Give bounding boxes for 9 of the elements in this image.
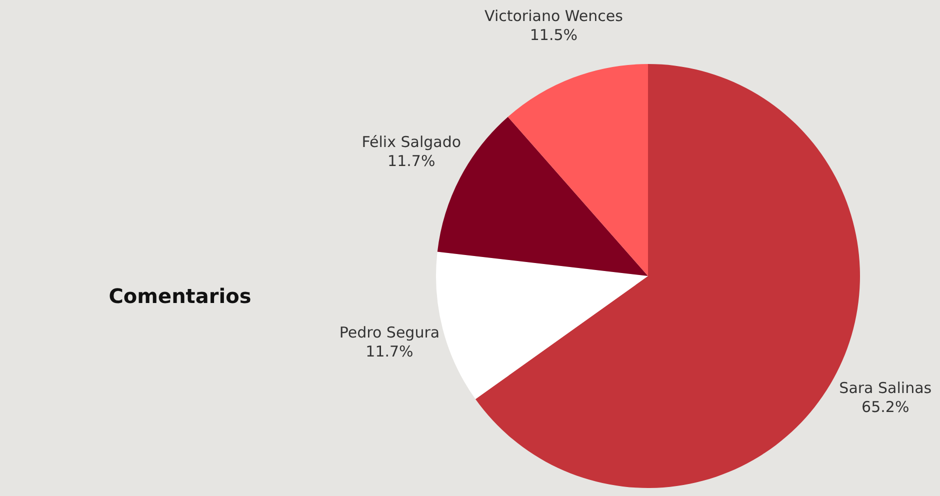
slice-label: Pedro Segura: [339, 324, 440, 342]
slice-label: Victoriano Wences: [484, 7, 624, 26]
slice-label: Sara Salinas: [839, 379, 932, 398]
data-label: 65.2%: [862, 398, 910, 416]
data-label: 11.7%: [388, 152, 436, 170]
text: Comentarios: [108, 284, 252, 308]
data-label: 11.5%: [530, 26, 578, 44]
data-label: 11.7%: [366, 342, 414, 361]
slice-label: Félix Salgado: [362, 133, 462, 152]
